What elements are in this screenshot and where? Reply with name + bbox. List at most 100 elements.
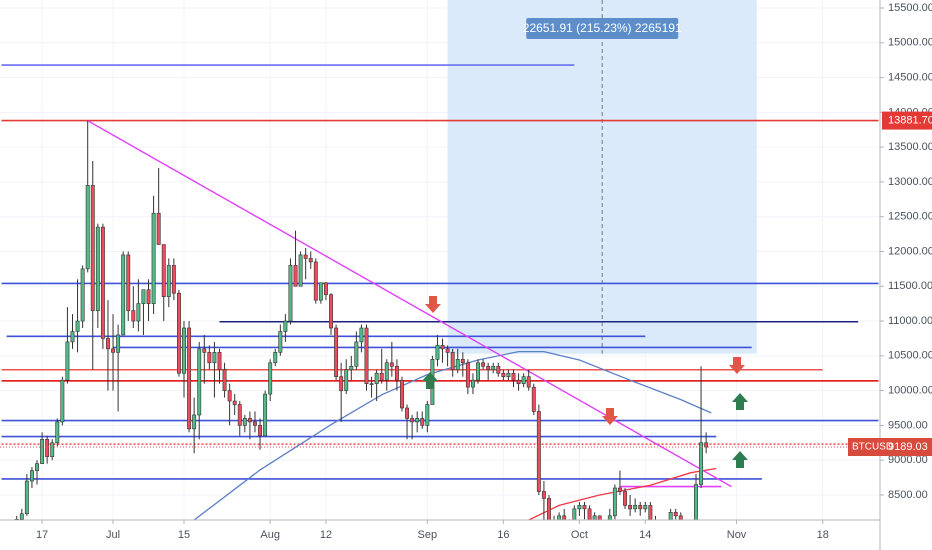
y-tick-label: 11500.00 bbox=[888, 280, 932, 292]
trend-line bbox=[87, 120, 732, 488]
candle-body bbox=[445, 348, 450, 353]
candle-body bbox=[435, 345, 440, 360]
candle-body bbox=[263, 393, 268, 437]
candle-body bbox=[247, 418, 252, 423]
candle-body bbox=[471, 379, 475, 388]
candle-body bbox=[516, 379, 521, 384]
candle-body bbox=[668, 512, 673, 520]
candle-body bbox=[394, 365, 399, 381]
candle-body bbox=[638, 505, 643, 510]
candle-body bbox=[643, 505, 648, 510]
candle-body bbox=[90, 185, 95, 311]
buy-arrow bbox=[422, 372, 438, 389]
candle-body bbox=[633, 505, 638, 510]
candle-body bbox=[623, 491, 627, 506]
candle-body bbox=[19, 513, 24, 520]
candle-body bbox=[121, 254, 126, 336]
candle-body bbox=[531, 386, 536, 412]
candle-body bbox=[607, 515, 612, 520]
candle-body bbox=[45, 439, 50, 457]
candle-body bbox=[24, 480, 29, 515]
candle-body bbox=[100, 226, 105, 339]
candle-body bbox=[491, 365, 496, 371]
candle-body bbox=[202, 348, 207, 353]
y-tick-label: 13500.00 bbox=[888, 141, 932, 153]
candle-body bbox=[60, 379, 65, 423]
candle-body bbox=[577, 505, 582, 510]
candle-body bbox=[455, 359, 460, 371]
candle-body bbox=[592, 515, 597, 520]
candle-body bbox=[116, 334, 121, 353]
y-tick-label: 15500.00 bbox=[888, 2, 932, 14]
candle-body bbox=[379, 372, 384, 381]
candle-body bbox=[283, 320, 288, 332]
candle-body bbox=[364, 327, 369, 384]
measure-label-box bbox=[526, 18, 679, 39]
candle-body bbox=[161, 244, 166, 297]
candle-body bbox=[75, 320, 80, 332]
y-tick-label: 11000.00 bbox=[888, 315, 932, 327]
sell-arrow bbox=[602, 408, 618, 425]
candle-body bbox=[329, 294, 333, 329]
candle-body bbox=[111, 348, 115, 353]
candle-body bbox=[237, 404, 242, 426]
candle-body bbox=[171, 265, 176, 294]
x-tick-label: 18 bbox=[817, 529, 829, 541]
time-axis bbox=[0, 520, 880, 550]
candle-body bbox=[557, 515, 562, 520]
candle-body bbox=[227, 390, 232, 402]
candle-body bbox=[278, 331, 283, 353]
candle-body bbox=[618, 487, 622, 492]
x-tick-label: 17 bbox=[36, 529, 48, 541]
candle-body bbox=[481, 362, 486, 367]
candle-body bbox=[536, 411, 541, 492]
candle-body bbox=[95, 226, 100, 311]
candle-body bbox=[207, 352, 212, 364]
candle-body bbox=[562, 515, 567, 520]
candle-body bbox=[465, 362, 470, 388]
candle-body bbox=[288, 265, 293, 322]
candle-body bbox=[65, 341, 70, 381]
plot-area: 22651.91 (215.23%) 2265191 bbox=[0, 0, 880, 520]
x-tick-label: 16 bbox=[497, 529, 509, 541]
candle-body bbox=[232, 400, 237, 405]
candle-body bbox=[136, 303, 141, 322]
candle-body bbox=[400, 379, 404, 409]
candle-body bbox=[612, 487, 617, 517]
candle-body bbox=[126, 254, 131, 311]
candle-body bbox=[217, 352, 222, 371]
x-tick-label: Sep bbox=[418, 529, 438, 541]
candle-body bbox=[303, 254, 308, 259]
candle-body bbox=[704, 442, 709, 448]
candle-body bbox=[506, 372, 511, 377]
candle-body bbox=[460, 359, 465, 364]
candle-body bbox=[511, 372, 516, 381]
candle-body bbox=[308, 258, 313, 263]
candle-body bbox=[293, 265, 298, 287]
candle-body bbox=[40, 439, 45, 464]
candle-body bbox=[699, 442, 704, 485]
candle-body bbox=[334, 327, 339, 377]
candle-body bbox=[182, 327, 186, 374]
candle-body bbox=[253, 421, 257, 426]
candle-body bbox=[187, 327, 192, 430]
candle-body bbox=[673, 512, 678, 517]
y-tick-label: 10000.00 bbox=[888, 385, 932, 397]
y-tick-label: 13000.00 bbox=[888, 176, 932, 188]
x-tick-label: Aug bbox=[260, 529, 280, 541]
candle-body bbox=[486, 365, 491, 371]
candle-body bbox=[176, 292, 181, 374]
candle-body bbox=[35, 463, 39, 471]
candle-body bbox=[192, 414, 197, 430]
x-tick-label: Oct bbox=[571, 529, 588, 541]
candle-body bbox=[410, 418, 415, 423]
candle-body bbox=[694, 484, 698, 520]
candle-body bbox=[572, 508, 577, 520]
candle-body bbox=[526, 376, 531, 388]
moving-average bbox=[193, 351, 712, 520]
candle-body bbox=[359, 327, 364, 343]
candle-body bbox=[420, 418, 425, 426]
candle-body bbox=[597, 515, 602, 520]
y-tick-label: 9500.00 bbox=[888, 419, 928, 431]
